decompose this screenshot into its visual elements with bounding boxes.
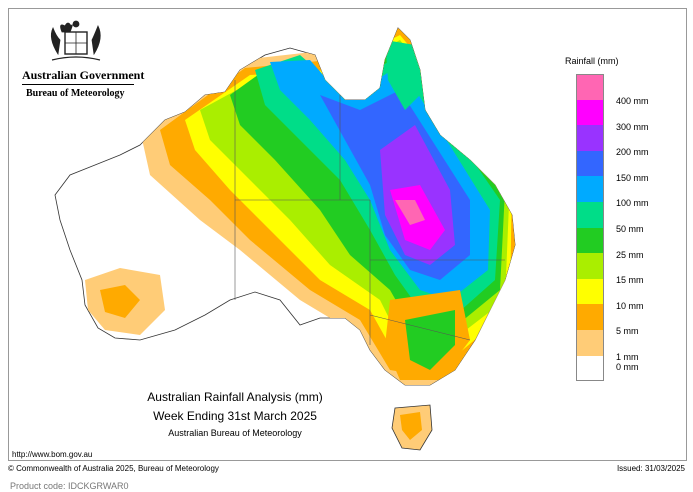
caption-period: Week Ending 31st March 2025 bbox=[153, 409, 317, 423]
legend-label: 300 mm bbox=[616, 121, 649, 132]
issued-date: Issued: 31/03/2025 bbox=[616, 464, 685, 473]
state-borders bbox=[234, 80, 505, 345]
legend-swatch bbox=[576, 201, 604, 228]
legend-swatch bbox=[576, 278, 604, 305]
legend-swatch bbox=[576, 125, 604, 151]
dept-name: Bureau of Meteorology bbox=[26, 88, 125, 99]
legend-swatch bbox=[576, 150, 604, 177]
legend-label: 400 mm bbox=[616, 96, 649, 106]
legend-label: 100 mm bbox=[616, 198, 649, 209]
caption-agency: Australian Bureau of Meteorology bbox=[168, 428, 302, 438]
legend-swatch bbox=[576, 329, 604, 356]
legend-swatches bbox=[576, 74, 604, 382]
legend-label: 15 mm bbox=[616, 275, 644, 286]
legend-swatch bbox=[576, 176, 604, 202]
legend-label: 1 mm bbox=[616, 352, 639, 362]
product-code: Product code: IDCKGRWAR0 bbox=[10, 481, 129, 491]
logo-divider bbox=[22, 84, 134, 85]
legend-label: 50 mm bbox=[616, 224, 644, 234]
legend-label: 200 mm bbox=[616, 147, 649, 158]
legend-label: 0 mm bbox=[616, 361, 639, 372]
copyright-text: © Commonwealth of Australia 2025, Bureau… bbox=[8, 464, 219, 473]
coat-of-arms-logo bbox=[50, 20, 101, 61]
legend-label: 25 mm bbox=[616, 249, 644, 260]
caption-title: Australian Rainfall Analysis (mm) bbox=[147, 390, 323, 404]
legend-swatch bbox=[576, 99, 604, 126]
legend-swatch bbox=[576, 253, 604, 279]
legend-label: 10 mm bbox=[616, 300, 644, 311]
org-name: Australian Government bbox=[22, 68, 145, 82]
legend-swatch bbox=[576, 74, 604, 100]
legend-swatch bbox=[576, 227, 604, 254]
legend-swatch bbox=[576, 304, 604, 330]
legend-swatch bbox=[576, 355, 604, 382]
bom-url-link[interactable]: http://www.bom.gov.au bbox=[12, 450, 93, 459]
legend-label: 5 mm bbox=[616, 326, 639, 337]
legend-label: 150 mm bbox=[616, 172, 649, 183]
legend-title: Rainfall (mm) bbox=[565, 56, 619, 66]
